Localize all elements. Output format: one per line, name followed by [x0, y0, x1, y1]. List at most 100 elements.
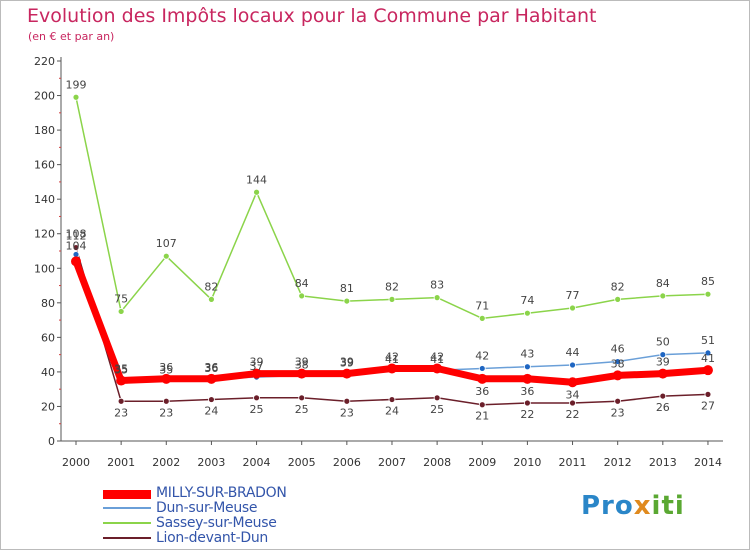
data-point-lion [343, 397, 351, 405]
data-label-lion: 27 [701, 399, 715, 412]
data-label-dun: 43 [520, 348, 534, 361]
x-tick-label: 2008 [423, 456, 451, 469]
data-label-sassey: 74 [520, 294, 534, 307]
x-tick-label: 2003 [197, 456, 225, 469]
data-point-sassey [162, 252, 170, 260]
data-point-lion [117, 397, 125, 405]
data-label-sassey: 77 [566, 289, 580, 302]
data-label-lion: 24 [204, 405, 218, 418]
y-tick-label: 220 [34, 55, 55, 68]
data-point-milly [522, 373, 533, 384]
data-label-lion: 25 [250, 403, 264, 416]
data-label-sassey: 107 [156, 237, 177, 250]
data-label-lion: 23 [340, 406, 354, 419]
legend-label-dun: Dun-sur-Meuse [156, 500, 258, 516]
chart-title: Evolution des Impôts locaux pour la Comm… [27, 5, 597, 27]
legend-label-milly: MILLY-SUR-BRADON [156, 485, 287, 501]
data-label-sassey: 82 [611, 280, 625, 293]
y-tick-label: 60 [41, 331, 55, 344]
data-point-sassey [208, 295, 215, 303]
data-label-milly: 36 [204, 361, 218, 374]
data-point-dun [659, 351, 667, 359]
data-point-milly [567, 377, 578, 388]
y-tick-label: 100 [34, 262, 55, 275]
data-label-sassey: 199 [66, 78, 87, 91]
data-point-milly [477, 373, 488, 384]
data-label-lion: 23 [114, 406, 128, 419]
data-point-lion [569, 399, 576, 407]
data-point-lion [72, 244, 80, 251]
data-label-milly: 39 [340, 356, 354, 369]
data-label-lion: 22 [566, 408, 580, 421]
data-label-sassey: 81 [340, 282, 354, 295]
data-label-dun: 42 [475, 349, 489, 362]
x-tick-label: 2009 [468, 456, 496, 469]
data-label-sassey: 82 [204, 280, 218, 293]
legend-item-lion: Lion-devant-Dun [101, 530, 361, 546]
data-label-sassey: 82 [385, 280, 399, 293]
data-point-lion [388, 396, 396, 403]
data-label-milly: 39 [250, 356, 264, 369]
data-label-dun: 50 [656, 336, 670, 349]
data-label-milly: 39 [656, 356, 670, 369]
data-label-dun: 44 [566, 346, 580, 359]
y-tick-label: 160 [34, 159, 55, 172]
data-label-milly: 36 [475, 385, 489, 398]
data-label-lion: 23 [611, 406, 625, 419]
x-tick-label: 2000 [62, 456, 90, 469]
legend-label-sassey: Sassey-sur-Meuse [156, 515, 277, 531]
data-label-lion: 22 [520, 408, 534, 421]
data-point-sassey [298, 292, 306, 300]
data-point-lion [524, 399, 531, 407]
legend-item-sassey: Sassey-sur-Meuse [101, 515, 361, 531]
data-point-lion [704, 390, 712, 398]
data-point-milly [432, 363, 443, 374]
data-label-sassey: 84 [295, 277, 309, 290]
x-tick-label: 2013 [649, 456, 677, 469]
y-tick-label: 0 [48, 435, 55, 448]
x-tick-label: 2014 [694, 456, 722, 469]
data-label-dun: 35 [159, 364, 173, 377]
data-label-lion: 26 [656, 401, 670, 414]
data-point-dun [478, 365, 486, 372]
data-label-dun: 46 [611, 343, 625, 356]
data-label-dun: 108 [66, 227, 87, 240]
x-tick-label: 2007 [378, 456, 406, 469]
data-point-milly [71, 256, 81, 267]
y-tick-label: 20 [41, 400, 55, 413]
y-tick-label: 80 [41, 297, 55, 310]
legend: MILLY-SUR-BRADON Dun-sur-Meuse Sassey-su… [101, 485, 361, 546]
chart-subtitle: (en € et par an) [28, 30, 115, 43]
data-point-lion [208, 396, 215, 403]
x-tick-label: 2006 [333, 456, 361, 469]
data-point-sassey [659, 292, 667, 300]
y-tick-label: 140 [34, 193, 55, 206]
data-label-lion: 25 [430, 403, 444, 416]
data-point-milly [657, 368, 668, 379]
data-label-lion: 23 [159, 406, 173, 419]
data-point-sassey [343, 297, 351, 305]
legend-swatch-lion [103, 537, 151, 539]
data-point-sassey [478, 314, 486, 322]
data-point-lion [478, 401, 486, 409]
data-point-sassey [704, 290, 712, 298]
y-tick-label: 200 [34, 90, 55, 103]
data-point-milly [296, 368, 307, 379]
data-label-milly: 36 [159, 361, 173, 374]
data-point-dun [569, 361, 576, 369]
data-point-milly [612, 370, 623, 381]
data-point-milly [341, 368, 352, 379]
data-point-lion [614, 397, 622, 405]
data-label-lion: 112 [66, 230, 87, 243]
series-layer [71, 93, 713, 409]
data-label-dun: 35 [114, 364, 128, 377]
data-point-dun [524, 363, 531, 371]
legend-label-lion: Lion-devant-Dun [156, 530, 268, 546]
data-point-milly [116, 375, 127, 386]
data-point-sassey [72, 93, 80, 101]
data-label-lion: 25 [295, 403, 309, 416]
x-tick-label: 2004 [243, 456, 271, 469]
data-label-dun: 37 [250, 360, 264, 373]
x-tick-label: 2001 [107, 456, 135, 469]
